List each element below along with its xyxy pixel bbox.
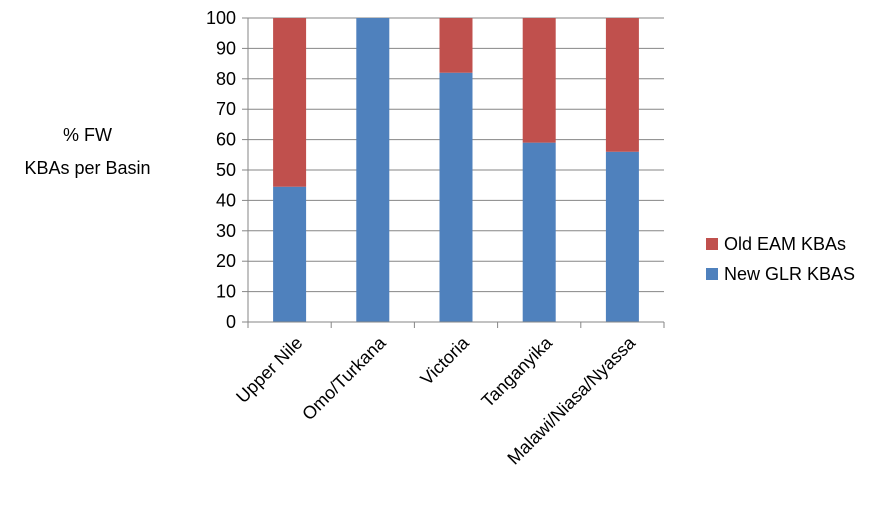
bar-victoria-new-glr-kbas: [439, 72, 473, 322]
y-tick-label-40: 40: [216, 190, 236, 210]
x-tick-label-tanganyika: Tanganyika: [477, 332, 556, 411]
bar-tanganyika-old-eam-kbas: [522, 18, 556, 143]
chart-legend: Old EAM KBAs New GLR KBAS: [706, 234, 855, 294]
legend-item-old-eam: Old EAM KBAs: [706, 234, 855, 254]
y-tick-label-70: 70: [216, 99, 236, 119]
bar-tanganyika-new-glr-kbas: [522, 142, 556, 322]
y-tick-label-80: 80: [216, 69, 236, 89]
legend-label-new-glr: New GLR KBAS: [724, 263, 856, 284]
y-tick-label-90: 90: [216, 38, 236, 58]
y-tick-label-30: 30: [216, 221, 236, 241]
y-tick-label-20: 20: [216, 251, 236, 271]
legend-item-new-glr: New GLR KBAS: [706, 264, 855, 284]
x-tick-label-upper-nile: Upper Nile: [232, 333, 306, 407]
bar-malawi-niasa-nyassa-new-glr-kbas: [605, 151, 639, 322]
y-axis-label-line-2: KBAs per Basin: [24, 158, 151, 178]
legend-label-old-eam: Old EAM KBAs: [724, 233, 847, 254]
bar-malawi-niasa-nyassa-old-eam-kbas: [605, 18, 639, 152]
y-tick-label-10: 10: [216, 282, 236, 302]
bar-upper-nile-old-eam-kbas: [273, 18, 307, 187]
y-tick-label-100: 100: [206, 8, 236, 28]
bar-victoria-old-eam-kbas: [439, 18, 473, 73]
bar-omo-turkana-new-glr-kbas: [356, 18, 390, 322]
x-tick-label-victoria: Victoria: [416, 332, 473, 389]
y-tick-label-60: 60: [216, 130, 236, 150]
legend-swatch-old-eam: [706, 238, 718, 250]
y-tick-label-0: 0: [226, 312, 236, 332]
y-tick-label-50: 50: [216, 160, 236, 180]
bar-upper-nile-new-glr-kbas: [273, 186, 307, 322]
legend-swatch-new-glr: [706, 268, 718, 280]
y-axis-label-line-1: % FW: [63, 125, 112, 145]
x-tick-label-omo-turkana: Omo/Turkana: [298, 332, 390, 424]
